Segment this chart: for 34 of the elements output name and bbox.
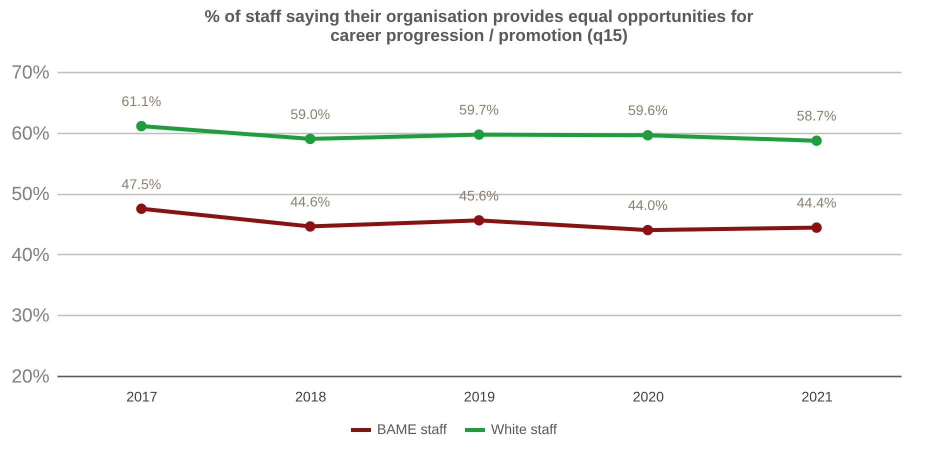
point bbox=[136, 204, 147, 214]
x-tick-label: 2020 bbox=[632, 388, 664, 404]
y-tick-label: 60% bbox=[11, 123, 50, 144]
data-label: 44.6% bbox=[290, 193, 330, 210]
y-tick-label: 20% bbox=[11, 366, 50, 388]
x-tick-label: 2018 bbox=[295, 388, 326, 404]
point bbox=[642, 130, 654, 140]
y-tick-label: 40% bbox=[11, 244, 50, 266]
point bbox=[811, 135, 822, 146]
data-label: 44.4% bbox=[796, 194, 836, 211]
data-label: 59.7% bbox=[459, 102, 499, 118]
legend-label: White staff bbox=[491, 421, 557, 437]
legend-label: BAME staff bbox=[377, 421, 447, 437]
point bbox=[811, 222, 822, 233]
data-label: 45.6% bbox=[459, 187, 499, 204]
point bbox=[304, 134, 316, 144]
data-label: 61.1% bbox=[122, 93, 162, 110]
x-tick-label: 2019 bbox=[464, 388, 496, 404]
data-label: 47.5% bbox=[122, 176, 162, 192]
point bbox=[304, 221, 316, 232]
chart-title: % of staff saying their organisation provides equal opportunities for career progression / promotion (q15) bbox=[204, 7, 754, 45]
y-tick-label: 50% bbox=[11, 184, 50, 206]
y-tick-label: 30% bbox=[11, 306, 50, 327]
point bbox=[642, 224, 654, 236]
y-tick-label: 70% bbox=[11, 62, 50, 84]
data-label: 58.7% bbox=[796, 108, 836, 124]
point bbox=[474, 129, 484, 140]
x-tick-label: 2021 bbox=[802, 388, 833, 404]
x-tick-label: 2017 bbox=[126, 388, 158, 404]
data-label: 44.0% bbox=[628, 197, 668, 214]
data-label: 59.0% bbox=[290, 106, 330, 122]
data-label: 59.6% bbox=[628, 102, 668, 118]
point bbox=[474, 215, 484, 226]
point bbox=[136, 120, 147, 132]
